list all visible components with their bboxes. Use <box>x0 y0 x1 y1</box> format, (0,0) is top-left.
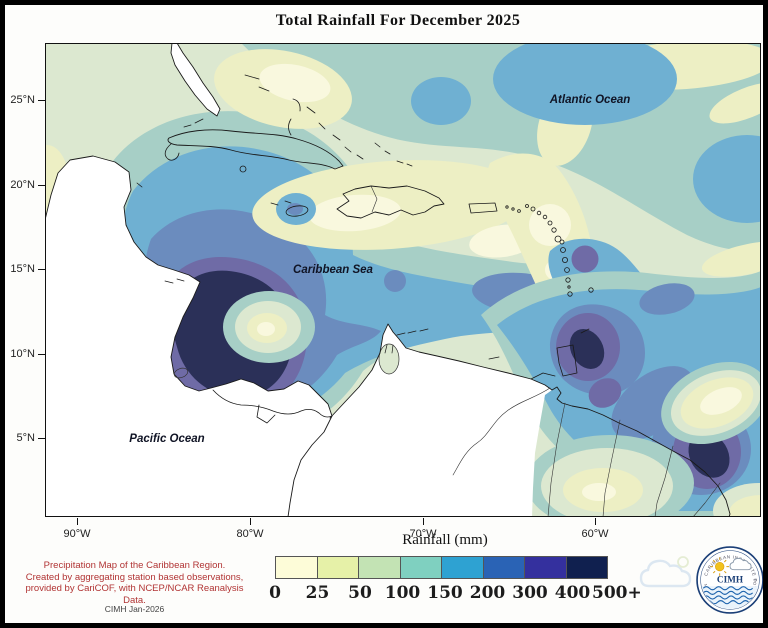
legend-title: Rainfall (mm) <box>402 532 488 548</box>
logo-cloud-icon <box>729 557 752 571</box>
credits-line: Created by aggregating station based obs… <box>25 571 244 583</box>
lon-tick-mark <box>77 518 78 525</box>
credits-line: Precipitation Map of the Caribbean Regio… <box>43 560 226 571</box>
logo-water-waves <box>701 586 759 609</box>
cloud-watermark-icon <box>639 556 692 588</box>
lon-tick-label: 90°W <box>63 528 91 540</box>
credits-text: Precipitation Map of the Caribbean Regio… <box>17 560 252 606</box>
legend-colorbar <box>275 556 608 579</box>
lat-tick-mark <box>38 354 45 355</box>
legend-swatch <box>275 556 318 579</box>
legend-swatch <box>524 556 567 579</box>
lat-tick-mark <box>38 438 45 439</box>
logo-acronym: CIMH <box>717 576 744 586</box>
cimh-logo: CARIBBEAN INSTITUTE FOR METEOROLOGY AND … <box>695 545 763 614</box>
caribbean-sea-label: Caribbean Sea <box>293 264 373 276</box>
legend-swatch <box>316 556 359 579</box>
lat-tick-label: 15°N <box>10 263 35 275</box>
legend-swatch <box>358 556 401 579</box>
lon-tick-mark <box>595 518 596 525</box>
lon-tick-mark <box>250 518 251 525</box>
rainfall-map: Atlantic Ocean Caribbean Sea Pacific Oce… <box>45 43 761 517</box>
lon-tick-label: 60°W <box>581 528 609 540</box>
lat-tick-label: 5°N <box>16 432 35 444</box>
lon-tick-mark <box>423 518 424 525</box>
legend-tick: 400 <box>554 583 591 603</box>
lat-tick-mark <box>38 269 45 270</box>
coastlines <box>45 43 731 517</box>
lon-tick-label: 70°W <box>409 528 437 540</box>
ocean-labels: Atlantic Ocean Caribbean Sea Pacific Oce… <box>129 94 630 445</box>
legend-tick: 25 <box>305 583 330 603</box>
legend-tick: 0 <box>269 583 281 603</box>
legend-tick: 300 <box>512 583 548 603</box>
legend-swatch <box>441 556 484 579</box>
atlantic-ocean-label: Atlantic Ocean <box>549 94 631 106</box>
legend-tick: 500+ <box>592 583 642 603</box>
land-mask <box>45 43 552 517</box>
map-frame <box>45 43 761 517</box>
legend-tick: 150 <box>427 583 463 603</box>
lat-tick-label: 25°N <box>10 94 35 106</box>
legend-tick: 100 <box>384 583 421 603</box>
lon-tick-label: 80°W <box>236 528 264 540</box>
credits-line: provided by CariCOF, with NCEP/NCAR Rean… <box>25 583 244 606</box>
lat-tick-label: 10°N <box>10 348 35 360</box>
lat-tick-label: 20°N <box>10 179 35 191</box>
legend-swatch <box>565 556 608 579</box>
legend-swatch <box>399 556 442 579</box>
pacific-ocean-label: Pacific Ocean <box>129 433 204 445</box>
page-title: Total Rainfall For December 2025 <box>275 12 521 29</box>
legend-tick: 200 <box>469 583 506 603</box>
lat-tick-mark <box>38 185 45 186</box>
lat-tick-mark <box>38 100 45 101</box>
legend-tick: 50 <box>348 583 372 603</box>
cimh-date-stamp: CIMH Jan-2026 <box>104 604 165 614</box>
legend-swatch <box>482 556 525 579</box>
